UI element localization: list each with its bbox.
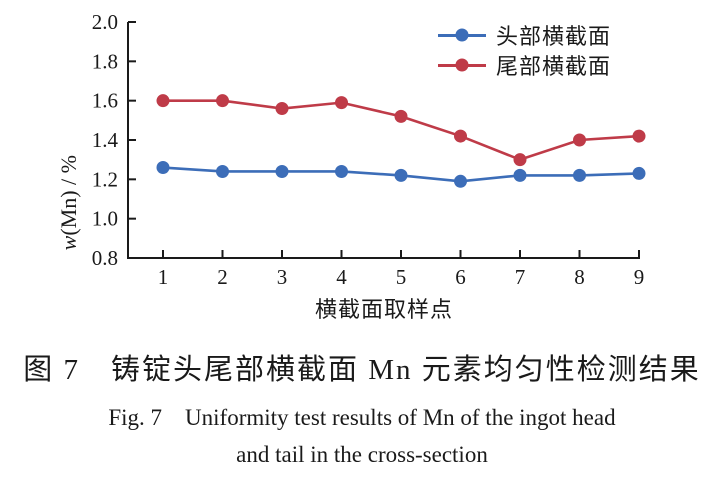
svg-text:7: 7 (515, 265, 526, 289)
caption-english-line1: Fig. 7 Uniformity test results of Mn of … (108, 405, 616, 430)
svg-text:1.0: 1.0 (92, 207, 118, 231)
svg-text:1.8: 1.8 (92, 49, 118, 73)
svg-text:9: 9 (634, 265, 645, 289)
svg-text:8: 8 (574, 265, 585, 289)
svg-text:1: 1 (158, 265, 169, 289)
legend-item-tail: 尾部横截面 (438, 52, 612, 79)
legend-item-head: 头部横截面 (438, 22, 612, 49)
mn-uniformity-chart: 0.8 1.0 1.2 1.4 1.6 1.8 2.0 1 2 3 4 5 6 7 8 9 w(Mn) / %… (0, 0, 724, 340)
svg-text:6: 6 (455, 265, 466, 289)
svg-text:4: 4 (336, 265, 347, 289)
y-axis-label-symbol: w (56, 235, 81, 251)
head-series-marker-icon (438, 28, 486, 42)
y-axis-label-unit: (Mn) / % (56, 155, 81, 236)
tail-series-marker-icon (438, 58, 486, 72)
svg-text:3: 3 (277, 265, 288, 289)
svg-text:0.8: 0.8 (92, 246, 118, 270)
caption-chinese: 图 7 铸锭头尾部横截面 Mn 元素均匀性检测结果 (23, 354, 701, 386)
svg-text:1.4: 1.4 (92, 128, 119, 152)
svg-text:2.0: 2.0 (92, 10, 118, 34)
plot-canvas: 0.8 1.0 1.2 1.4 1.6 1.8 2.0 1 2 3 4 5 6 7 8 9 (92, 10, 646, 289)
legend: 头部横截面 尾部横截面 (438, 22, 612, 79)
svg-text:5: 5 (396, 265, 407, 289)
svg-text:1.2: 1.2 (92, 167, 118, 191)
x-axis-label: 横截面取样点 (314, 297, 453, 322)
svg-text:1.6: 1.6 (92, 89, 118, 113)
legend-label-head: 头部横截面 (496, 24, 612, 49)
legend-label-tail: 尾部横截面 (496, 54, 612, 79)
svg-text:2: 2 (217, 265, 228, 289)
caption-english-line2: and tail in the cross-section (236, 442, 488, 467)
